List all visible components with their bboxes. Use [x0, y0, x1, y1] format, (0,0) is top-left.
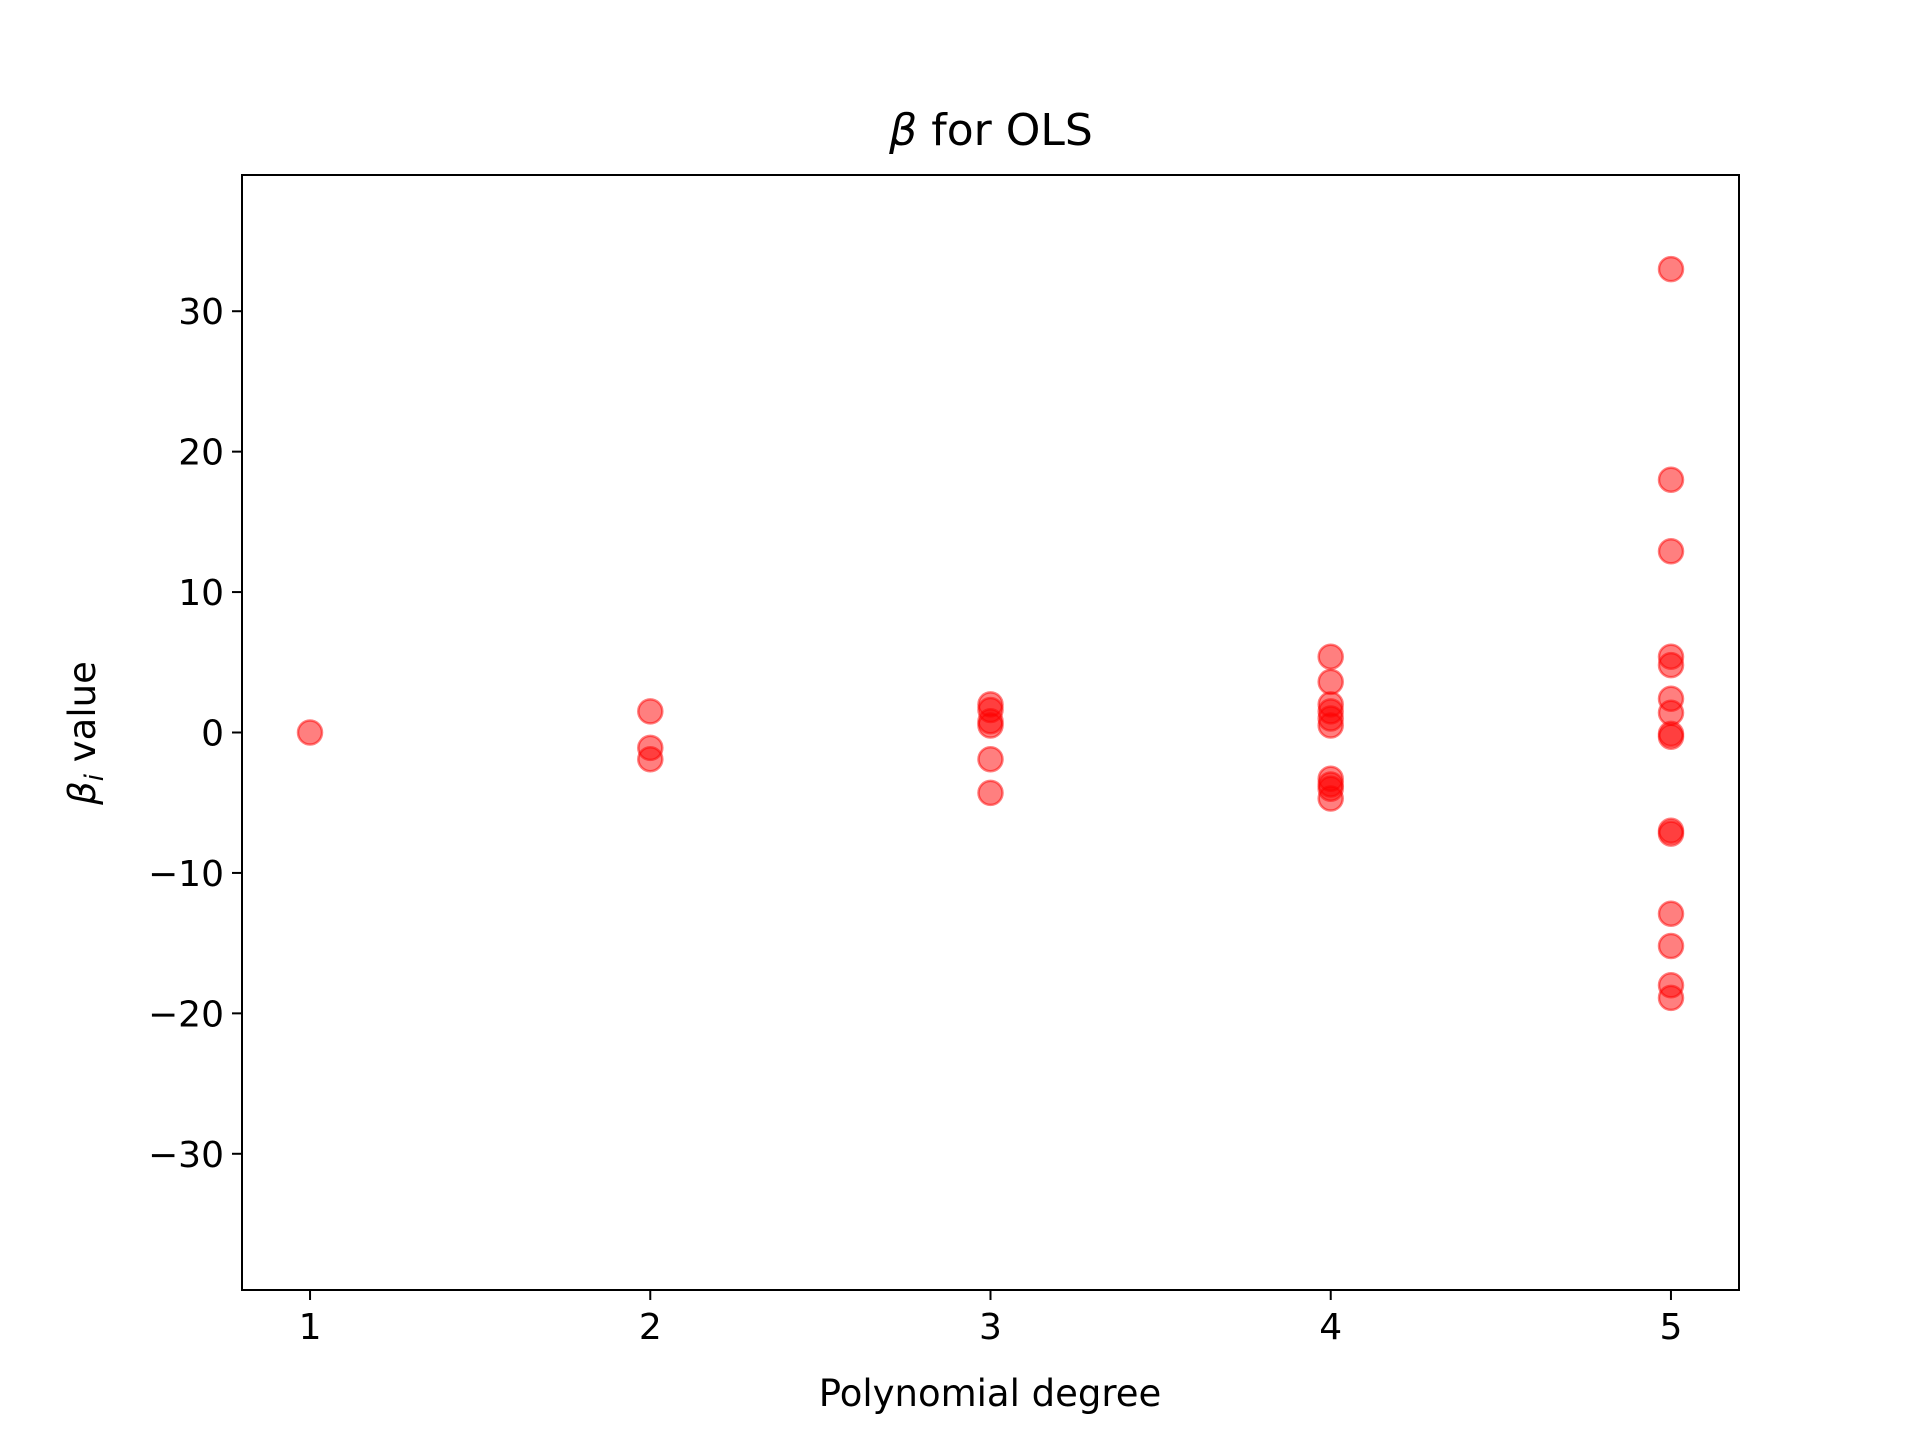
- data-point: [1657, 651, 1685, 679]
- data-point: [977, 712, 1004, 739]
- data-point: [1657, 538, 1685, 565]
- data-point: [1317, 668, 1344, 696]
- y-tick-label: −20: [148, 994, 224, 1035]
- data-point: [1657, 984, 1685, 1012]
- y-tick-label: −30: [148, 1135, 224, 1176]
- data-point: [296, 719, 324, 746]
- y-axis-label-symbol: β: [61, 781, 104, 806]
- y-tick-label: 20: [178, 433, 224, 474]
- data-point: [1657, 255, 1685, 283]
- y-axis-label-subscript: i: [80, 773, 110, 781]
- data-point: [1657, 723, 1685, 750]
- data-point: [637, 698, 664, 725]
- y-tick-label: −10: [148, 854, 224, 895]
- chart-title-text: for OLS: [917, 105, 1093, 156]
- y-axis-ticks: −30 −20 −10 0 10 20 30: [148, 292, 242, 1176]
- x-tick-label: 5: [1660, 1307, 1683, 1348]
- y-tick-label: 30: [178, 292, 224, 333]
- x-tick-label: 4: [1319, 1307, 1342, 1348]
- y-tick-label: 10: [178, 573, 224, 614]
- data-point: [977, 779, 1004, 807]
- data-point: [1657, 932, 1685, 960]
- data-points: [296, 255, 1685, 1012]
- x-tick-label: 3: [979, 1307, 1002, 1348]
- data-point: [637, 745, 664, 773]
- data-point: [1317, 643, 1344, 670]
- x-axis-ticks: 1 2 3 4 5: [299, 1290, 1683, 1348]
- x-axis-label: Polynomial degree: [819, 1372, 1162, 1415]
- y-tick-label: 0: [201, 714, 224, 755]
- y-axis-label-text: value: [61, 661, 104, 774]
- x-tick-label: 1: [299, 1307, 322, 1348]
- y-axis-label: βi value: [61, 661, 110, 806]
- chart-title-symbol: β: [888, 105, 917, 156]
- x-tick-label: 2: [639, 1307, 662, 1348]
- data-point: [1317, 712, 1344, 739]
- chart-title: β for OLS: [888, 105, 1093, 156]
- data-point: [977, 745, 1004, 773]
- data-point: [1657, 900, 1685, 927]
- data-point: [1657, 466, 1685, 493]
- data-point: [1657, 820, 1685, 847]
- data-point: [1317, 785, 1344, 812]
